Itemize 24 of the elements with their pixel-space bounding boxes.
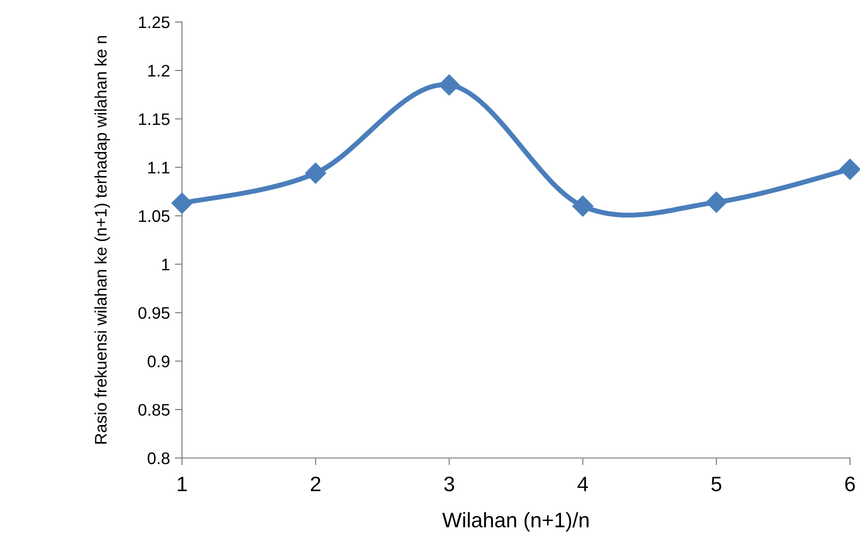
x-tick-label: 4	[577, 476, 588, 492]
y-tick-label: 1.15	[139, 113, 170, 126]
x-tick-label: 1	[178, 476, 187, 492]
x-tick-label: 5	[711, 476, 722, 492]
y-tick-label: 0.85	[138, 404, 170, 416]
y-tick-label: 0.95	[138, 307, 170, 319]
y-tick-label: 1.25	[139, 16, 170, 28]
point	[839, 158, 860, 180]
x-tick-label: 2	[310, 476, 320, 492]
x-tick-label: 3	[444, 476, 454, 492]
point	[706, 192, 727, 213]
y-tick-label: 0.8	[148, 452, 170, 464]
point	[305, 162, 326, 184]
x-tick-label: 6	[845, 476, 855, 492]
y-tick-label: 1	[162, 258, 170, 270]
y-tick-label: 1.2	[148, 64, 170, 76]
x-axis-title: Wilahan (n+1)/n	[442, 512, 588, 532]
y-tick-label: 0.9	[148, 356, 170, 368]
point	[438, 74, 460, 96]
y-axis-title: Rasio frekuensi wilahan ke (n+1) terhadap wilahan ke n	[94, 36, 110, 444]
y-tick-label: 1.05	[139, 210, 170, 222]
y-tick-label: 1.1	[148, 162, 170, 174]
point	[572, 196, 594, 217]
point	[171, 192, 193, 214]
